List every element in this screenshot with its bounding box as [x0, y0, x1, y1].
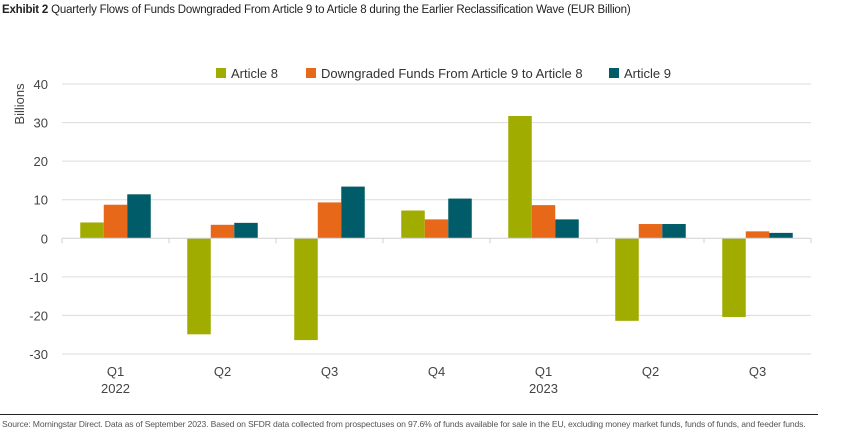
bar-downgraded-funds-from-article-9-to-article-8-4 — [531, 205, 556, 239]
y-tick-label: -30 — [29, 347, 48, 362]
x-tick-year-label: 2023 — [529, 381, 558, 396]
exhibit-label: Exhibit 2 — [2, 4, 49, 16]
bar-downgraded-funds-from-article-9-to-article-8-2 — [317, 202, 342, 239]
bar-article-8-6 — [722, 238, 746, 317]
bar-article-8-0 — [80, 222, 104, 239]
x-tick-label: Q1 — [107, 364, 124, 379]
bar-chart: 40 30 20 10 0 -10 -20 -30 Billions Q1 2022 Q2 Q3 Q4… — [12, 66, 812, 396]
bar-article-8-3 — [401, 210, 425, 239]
bar-downgraded-funds-from-article-9-to-article-8-5 — [638, 224, 663, 239]
bar-article-8-1 — [187, 238, 211, 335]
legend-label: Article 8 — [231, 66, 278, 81]
y-tick-label: 0 — [41, 231, 48, 246]
bar-article-9-4 — [555, 219, 579, 239]
y-axis-ticks: 40 30 20 10 0 -10 -20 -30 — [29, 77, 48, 362]
bar-article-9-2 — [341, 186, 365, 239]
x-tick-year-label: 2022 — [101, 381, 130, 396]
bar-downgraded-funds-from-article-9-to-article-8-3 — [424, 219, 449, 239]
chart-title: Exhibit 2 Quarterly Flows of Funds Downg… — [2, 4, 631, 16]
bars — [80, 116, 793, 341]
bar-article-8-5 — [615, 238, 639, 321]
y-tick-label: 20 — [34, 154, 48, 169]
y-tick-label: 10 — [34, 193, 48, 208]
x-tick-label: Q3 — [321, 364, 338, 379]
gridlines — [62, 83, 811, 355]
bar-downgraded-funds-from-article-9-to-article-8-1 — [210, 224, 235, 239]
x-tick-label: Q4 — [428, 364, 445, 379]
bar-downgraded-funds-from-article-9-to-article-8-6 — [745, 231, 770, 239]
x-tick-label: Q1 — [535, 364, 552, 379]
bar-article-9-3 — [448, 198, 472, 239]
bar-article-9-6 — [769, 232, 793, 239]
source-note: Source: Morningstar Direct. Data as of S… — [2, 419, 806, 429]
legend-label: Article 9 — [624, 66, 671, 81]
y-tick-label: 30 — [34, 116, 48, 131]
x-axis-ticks: Q1 2022 Q2 Q3 Q4 Q1 2023 Q2 Q3 — [101, 364, 766, 396]
footer-divider — [0, 414, 818, 415]
x-axis — [61, 237, 812, 244]
legend-swatch — [609, 68, 619, 78]
title-text: Quarterly Flows of Funds Downgraded From… — [51, 4, 631, 16]
bar-article-9-5 — [662, 224, 686, 239]
x-tick-label: Q3 — [749, 364, 766, 379]
x-tick-label: Q2 — [214, 364, 231, 379]
bar-article-8-2 — [294, 238, 318, 341]
legend-swatch — [216, 68, 226, 78]
legend: Article 8 Downgraded Funds From Article 9… — [216, 66, 671, 81]
y-tick-label: -10 — [29, 270, 48, 285]
legend-label: Downgraded Funds From Article 9 to Artic… — [321, 66, 583, 81]
legend-swatch — [306, 68, 316, 78]
bar-article-9-0 — [127, 194, 151, 239]
y-tick-label: -20 — [29, 308, 48, 323]
bar-downgraded-funds-from-article-9-to-article-8-0 — [103, 204, 128, 239]
x-tick-label: Q2 — [642, 364, 659, 379]
bar-article-8-4 — [508, 116, 532, 239]
y-tick-label: 40 — [34, 77, 48, 92]
bar-article-9-1 — [234, 222, 258, 239]
y-axis-label: Billions — [12, 83, 27, 125]
